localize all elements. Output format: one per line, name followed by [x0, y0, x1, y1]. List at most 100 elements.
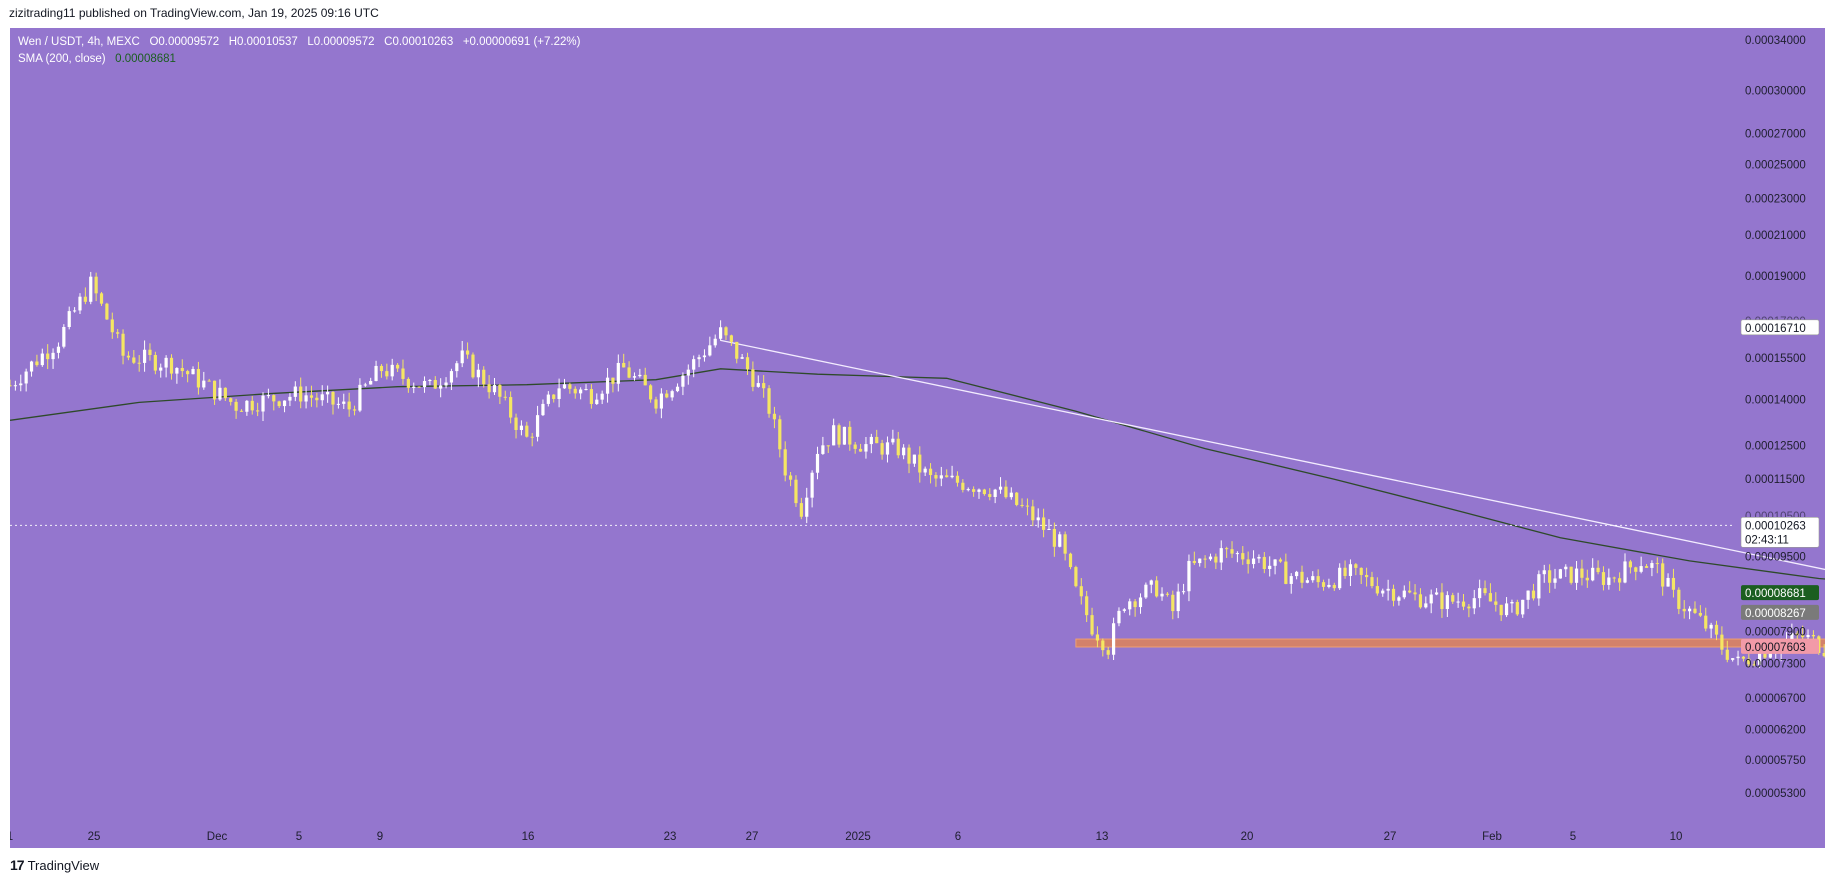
- candle: [175, 368, 179, 374]
- candle: [1122, 609, 1126, 611]
- candle: [675, 386, 680, 392]
- candle: [1289, 576, 1293, 584]
- candle: [1246, 559, 1250, 565]
- candle: [1515, 601, 1519, 615]
- candle: [1133, 601, 1137, 608]
- candle: [605, 377, 610, 394]
- candle: [584, 389, 588, 391]
- time-tick: 20: [1241, 831, 1254, 843]
- candle: [1074, 567, 1078, 587]
- change-value: +0.00000691 (+7.22%): [462, 36, 581, 48]
- candle: [492, 385, 497, 393]
- candle: [293, 386, 297, 397]
- candle: [309, 395, 314, 398]
- chart-area[interactable]: 0.00002352 (28.34%) 2,3520.000340000.000…: [10, 28, 1825, 848]
- candle: [336, 403, 340, 405]
- candle: [745, 357, 750, 370]
- symbol-label[interactable]: Wen / USDT, 4h, MEXC: [18, 36, 140, 48]
- candle: [1714, 624, 1719, 635]
- open-value: O0.00009572: [149, 36, 220, 48]
- candle: [1230, 549, 1234, 554]
- candle: [788, 475, 793, 480]
- candle: [417, 386, 421, 388]
- price-tag: [1741, 604, 1819, 620]
- candle: [1111, 623, 1116, 655]
- candle: [665, 393, 669, 398]
- candle: [724, 327, 728, 336]
- candle: [1370, 577, 1374, 587]
- footer: 17 TradingView: [10, 857, 99, 873]
- candle: [1408, 590, 1412, 593]
- candle: [223, 387, 227, 399]
- candle: [1015, 492, 1019, 505]
- candle: [740, 357, 744, 359]
- price-tag: [1740, 319, 1820, 336]
- support-zone: [1075, 638, 1825, 648]
- candle: [1348, 564, 1353, 576]
- price-tick: 0.00034000: [1745, 35, 1806, 47]
- candle: [1052, 528, 1056, 547]
- sma-label[interactable]: SMA (200, close): [18, 53, 106, 65]
- publisher-header: zizitrading11 published on TradingView.c…: [9, 6, 379, 20]
- candle: [1526, 590, 1530, 600]
- candle: [1537, 574, 1541, 599]
- candle: [67, 311, 71, 327]
- candle: [40, 353, 44, 366]
- candle: [912, 454, 916, 464]
- candle: [137, 362, 141, 364]
- candle: [729, 335, 733, 342]
- chart-legend: Wen / USDT, 4h, MEXC O0.00009572 H0.0001…: [18, 34, 580, 68]
- candle: [261, 395, 265, 412]
- candle: [148, 349, 152, 356]
- price-tag: [1740, 516, 1820, 548]
- candle: [891, 438, 895, 443]
- price-tick: 0.00005750: [1745, 755, 1806, 767]
- candle: [1822, 652, 1825, 657]
- candle: [880, 443, 884, 455]
- candle: [568, 384, 572, 389]
- price-chart[interactable]: 0.00002352 (28.34%) 2,3520.000340000.000…: [10, 28, 1825, 848]
- candle: [1316, 576, 1320, 583]
- candle: [514, 417, 518, 430]
- candle: [719, 327, 723, 339]
- candle: [320, 394, 324, 401]
- candle: [842, 426, 847, 445]
- candle: [62, 326, 66, 347]
- candle: [385, 371, 389, 377]
- candle: [212, 380, 217, 400]
- candle: [1650, 563, 1654, 568]
- candle: [1181, 591, 1186, 593]
- candle: [875, 436, 879, 444]
- candle: [783, 449, 787, 476]
- candle: [939, 475, 943, 479]
- candle: [1461, 601, 1466, 607]
- candle: [1343, 567, 1347, 576]
- candle: [1031, 506, 1035, 521]
- time-tick: 25: [88, 831, 101, 843]
- candle: [1704, 615, 1708, 629]
- candle: [1063, 534, 1067, 554]
- candle: [1752, 664, 1756, 666]
- candle: [1068, 553, 1073, 568]
- candle: [1548, 570, 1552, 583]
- tradingview-brand[interactable]: TradingView: [27, 857, 100, 873]
- candle: [1601, 572, 1606, 585]
- candle: [794, 479, 798, 504]
- candle: [1219, 548, 1223, 563]
- candle: [1488, 593, 1493, 602]
- candle: [1655, 563, 1659, 565]
- candle: [767, 388, 771, 414]
- price-tick: 0.00023000: [1745, 193, 1806, 205]
- candle: [35, 361, 39, 366]
- candle: [1720, 634, 1724, 650]
- candle: [708, 345, 712, 356]
- candle: [1085, 596, 1089, 616]
- candle: [799, 503, 803, 517]
- candle: [1176, 591, 1180, 612]
- candle: [966, 489, 970, 491]
- candle: [51, 352, 55, 360]
- candle: [379, 365, 384, 372]
- tradingview-logo-icon[interactable]: 17: [10, 857, 25, 873]
- candle: [627, 367, 631, 378]
- candle: [1295, 571, 1299, 577]
